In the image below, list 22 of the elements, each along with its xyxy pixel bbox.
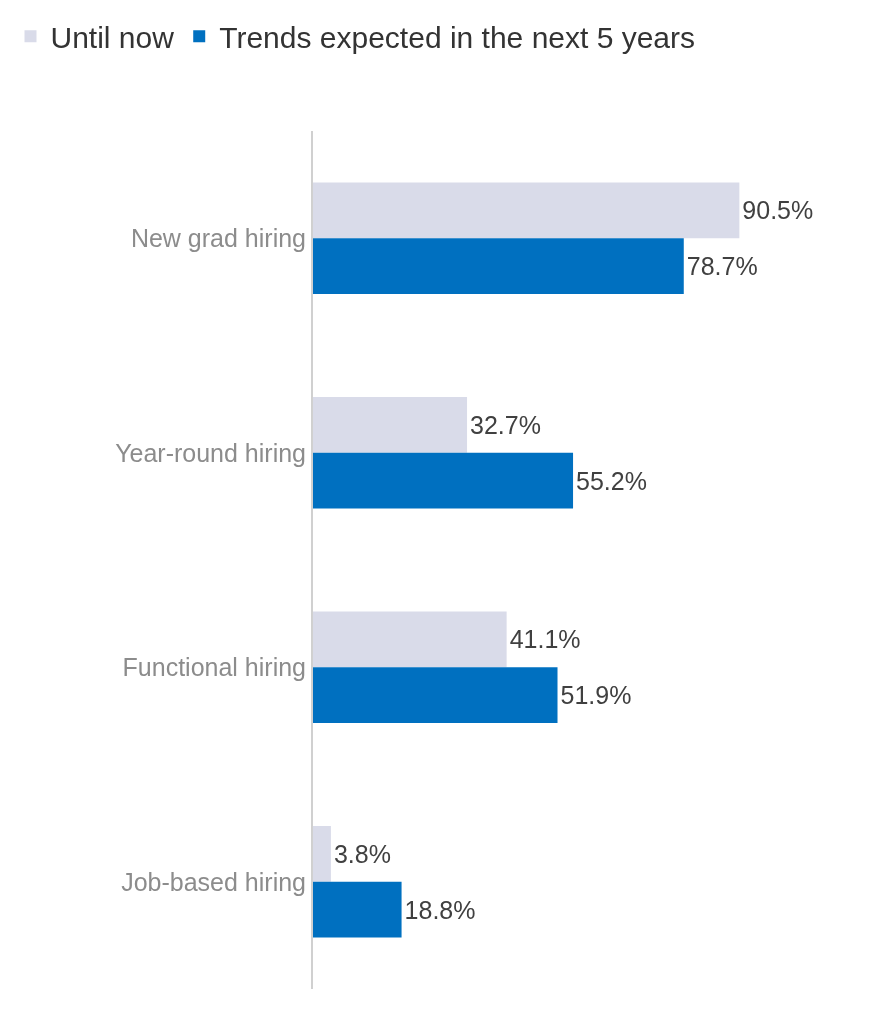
data-label: 78.7% (686, 252, 758, 281)
bar (313, 452, 574, 509)
data-label: 55.2% (576, 466, 647, 495)
legend-label: Until now (50, 21, 175, 55)
bar (313, 611, 507, 668)
data-label: 41.1% (509, 625, 581, 654)
bar (313, 667, 558, 724)
bar (313, 825, 331, 882)
bar (313, 881, 402, 938)
y-tick-label: Functional hiring (122, 653, 306, 681)
y-tick-label: Job-based hiring (121, 867, 306, 896)
data-label: 3.8% (333, 839, 391, 868)
y-tick-label: Year-round hiring (115, 438, 306, 467)
data-label: 51.9% (560, 681, 632, 710)
data-label: 90.5% (742, 196, 814, 225)
data-label: 18.8% (404, 895, 476, 924)
y-tick-label: New grad hiring (130, 224, 306, 252)
bar (313, 238, 684, 295)
data-label: 32.7% (470, 410, 541, 439)
bar (313, 182, 740, 239)
bar (313, 396, 468, 453)
legend-label: Trends expected in the next 5 years (219, 21, 696, 55)
